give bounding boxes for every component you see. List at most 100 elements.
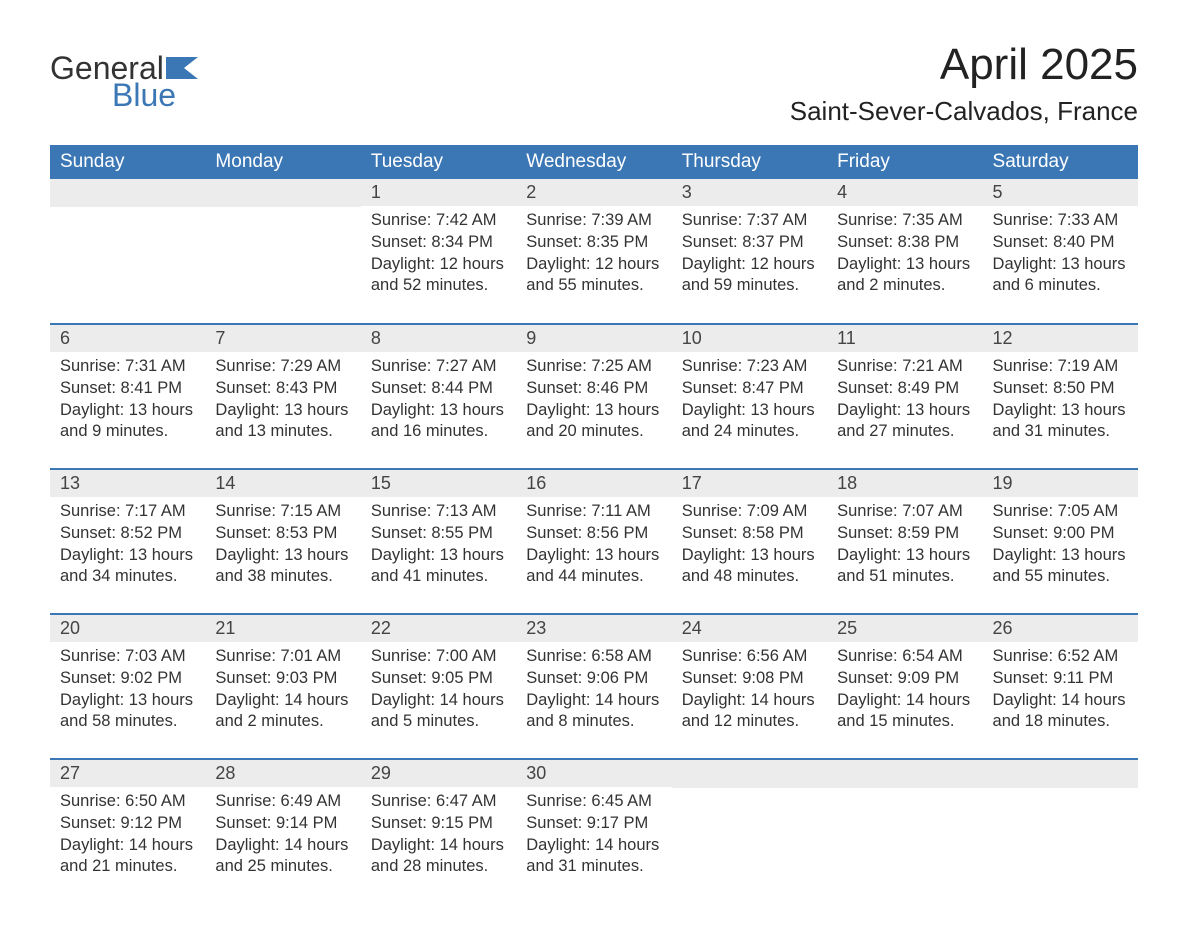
- sunrise-line: Sunrise: 7:25 AM: [526, 356, 661, 378]
- day-body: Sunrise: 6:45 AMSunset: 9:17 PMDaylight:…: [516, 787, 671, 903]
- week-row: 13Sunrise: 7:17 AMSunset: 8:52 PMDayligh…: [50, 468, 1138, 613]
- day-cell: 19Sunrise: 7:05 AMSunset: 9:00 PMDayligh…: [983, 468, 1138, 613]
- flag-icon: [166, 57, 198, 79]
- sunrise-line: Sunrise: 7:23 AM: [682, 356, 817, 378]
- week-row: 1Sunrise: 7:42 AMSunset: 8:34 PMDaylight…: [50, 179, 1138, 323]
- daylight-line-1: Daylight: 13 hours: [837, 400, 972, 422]
- sunset-line: Sunset: 9:08 PM: [682, 668, 817, 690]
- day-cell: 24Sunrise: 6:56 AMSunset: 9:08 PMDayligh…: [672, 613, 827, 758]
- day-number: 26: [983, 613, 1138, 642]
- daylight-line-1: Daylight: 13 hours: [837, 545, 972, 567]
- day-number: 7: [205, 323, 360, 352]
- day-number: 21: [205, 613, 360, 642]
- week-row: 27Sunrise: 6:50 AMSunset: 9:12 PMDayligh…: [50, 758, 1138, 904]
- day-header-monday: Monday: [205, 145, 360, 179]
- sunset-line: Sunset: 9:11 PM: [993, 668, 1128, 690]
- daylight-line-1: Daylight: 13 hours: [60, 690, 195, 712]
- sunset-line: Sunset: 9:15 PM: [371, 813, 506, 835]
- sunrise-line: Sunrise: 7:05 AM: [993, 501, 1128, 523]
- day-cell: 1Sunrise: 7:42 AMSunset: 8:34 PMDaylight…: [361, 179, 516, 323]
- day-cell: [672, 758, 827, 904]
- daylight-line-1: Daylight: 13 hours: [371, 400, 506, 422]
- day-cell: 20Sunrise: 7:03 AMSunset: 9:02 PMDayligh…: [50, 613, 205, 758]
- daylight-line-2: and 55 minutes.: [526, 275, 661, 297]
- sunset-line: Sunset: 8:50 PM: [993, 378, 1128, 400]
- day-body: [983, 788, 1138, 904]
- daylight-line-2: and 59 minutes.: [682, 275, 817, 297]
- daylight-line-1: Daylight: 14 hours: [215, 835, 350, 857]
- week-row: 20Sunrise: 7:03 AMSunset: 9:02 PMDayligh…: [50, 613, 1138, 758]
- day-number-band: [827, 758, 982, 788]
- brand-word-2: Blue: [112, 77, 176, 114]
- daylight-line-2: and 51 minutes.: [837, 566, 972, 588]
- sunrise-line: Sunrise: 7:37 AM: [682, 210, 817, 232]
- sunrise-line: Sunrise: 6:50 AM: [60, 791, 195, 813]
- sunset-line: Sunset: 8:52 PM: [60, 523, 195, 545]
- sunset-line: Sunset: 8:43 PM: [215, 378, 350, 400]
- day-cell: 17Sunrise: 7:09 AMSunset: 8:58 PMDayligh…: [672, 468, 827, 613]
- day-number: 28: [205, 758, 360, 787]
- day-cell: 28Sunrise: 6:49 AMSunset: 9:14 PMDayligh…: [205, 758, 360, 904]
- daylight-line-1: Daylight: 13 hours: [371, 545, 506, 567]
- sunrise-line: Sunrise: 7:03 AM: [60, 646, 195, 668]
- day-number: 23: [516, 613, 671, 642]
- daylight-line-1: Daylight: 13 hours: [682, 545, 817, 567]
- day-cell: [205, 179, 360, 323]
- sunset-line: Sunset: 8:44 PM: [371, 378, 506, 400]
- day-number: 10: [672, 323, 827, 352]
- day-body: Sunrise: 7:15 AMSunset: 8:53 PMDaylight:…: [205, 497, 360, 613]
- day-cell: 6Sunrise: 7:31 AMSunset: 8:41 PMDaylight…: [50, 323, 205, 468]
- day-body: Sunrise: 7:33 AMSunset: 8:40 PMDaylight:…: [983, 206, 1138, 322]
- day-number: 9: [516, 323, 671, 352]
- day-number: 22: [361, 613, 516, 642]
- sunset-line: Sunset: 9:05 PM: [371, 668, 506, 690]
- day-cell: 11Sunrise: 7:21 AMSunset: 8:49 PMDayligh…: [827, 323, 982, 468]
- day-number: 16: [516, 468, 671, 497]
- day-cell: 18Sunrise: 7:07 AMSunset: 8:59 PMDayligh…: [827, 468, 982, 613]
- sunrise-line: Sunrise: 7:39 AM: [526, 210, 661, 232]
- day-body: Sunrise: 7:39 AMSunset: 8:35 PMDaylight:…: [516, 206, 671, 322]
- sunrise-line: Sunrise: 6:56 AM: [682, 646, 817, 668]
- day-cell: 3Sunrise: 7:37 AMSunset: 8:37 PMDaylight…: [672, 179, 827, 323]
- day-cell: 30Sunrise: 6:45 AMSunset: 9:17 PMDayligh…: [516, 758, 671, 904]
- daylight-line-1: Daylight: 13 hours: [993, 545, 1128, 567]
- day-body: Sunrise: 7:37 AMSunset: 8:37 PMDaylight:…: [672, 206, 827, 322]
- day-body: Sunrise: 7:07 AMSunset: 8:59 PMDaylight:…: [827, 497, 982, 613]
- daylight-line-2: and 34 minutes.: [60, 566, 195, 588]
- daylight-line-2: and 31 minutes.: [526, 856, 661, 878]
- sunrise-line: Sunrise: 7:09 AM: [682, 501, 817, 523]
- sunset-line: Sunset: 8:59 PM: [837, 523, 972, 545]
- daylight-line-2: and 52 minutes.: [371, 275, 506, 297]
- sunset-line: Sunset: 9:03 PM: [215, 668, 350, 690]
- day-header-friday: Friday: [827, 145, 982, 179]
- daylight-line-2: and 5 minutes.: [371, 711, 506, 733]
- day-number: 30: [516, 758, 671, 787]
- sunrise-line: Sunrise: 7:17 AM: [60, 501, 195, 523]
- sunset-line: Sunset: 9:06 PM: [526, 668, 661, 690]
- day-number: 11: [827, 323, 982, 352]
- sunset-line: Sunset: 8:37 PM: [682, 232, 817, 254]
- day-cell: 7Sunrise: 7:29 AMSunset: 8:43 PMDaylight…: [205, 323, 360, 468]
- day-number: 15: [361, 468, 516, 497]
- day-number: 3: [672, 179, 827, 206]
- daylight-line-1: Daylight: 14 hours: [215, 690, 350, 712]
- daylight-line-2: and 58 minutes.: [60, 711, 195, 733]
- day-body: Sunrise: 6:54 AMSunset: 9:09 PMDaylight:…: [827, 642, 982, 758]
- day-body: Sunrise: 6:50 AMSunset: 9:12 PMDaylight:…: [50, 787, 205, 903]
- sunrise-line: Sunrise: 7:42 AM: [371, 210, 506, 232]
- daylight-line-2: and 6 minutes.: [993, 275, 1128, 297]
- daylight-line-1: Daylight: 13 hours: [60, 400, 195, 422]
- daylight-line-2: and 55 minutes.: [993, 566, 1128, 588]
- sunrise-line: Sunrise: 6:45 AM: [526, 791, 661, 813]
- day-cell: 14Sunrise: 7:15 AMSunset: 8:53 PMDayligh…: [205, 468, 360, 613]
- day-body: Sunrise: 6:58 AMSunset: 9:06 PMDaylight:…: [516, 642, 671, 758]
- daylight-line-1: Daylight: 14 hours: [682, 690, 817, 712]
- sunrise-line: Sunrise: 7:19 AM: [993, 356, 1128, 378]
- week-row: 6Sunrise: 7:31 AMSunset: 8:41 PMDaylight…: [50, 323, 1138, 468]
- day-body: Sunrise: 7:19 AMSunset: 8:50 PMDaylight:…: [983, 352, 1138, 468]
- day-number-band: [983, 758, 1138, 788]
- sunset-line: Sunset: 8:47 PM: [682, 378, 817, 400]
- sunset-line: Sunset: 8:38 PM: [837, 232, 972, 254]
- daylight-line-2: and 12 minutes.: [682, 711, 817, 733]
- calendar-page: General Blue April 2025 Saint-Sever-Calv…: [0, 0, 1188, 934]
